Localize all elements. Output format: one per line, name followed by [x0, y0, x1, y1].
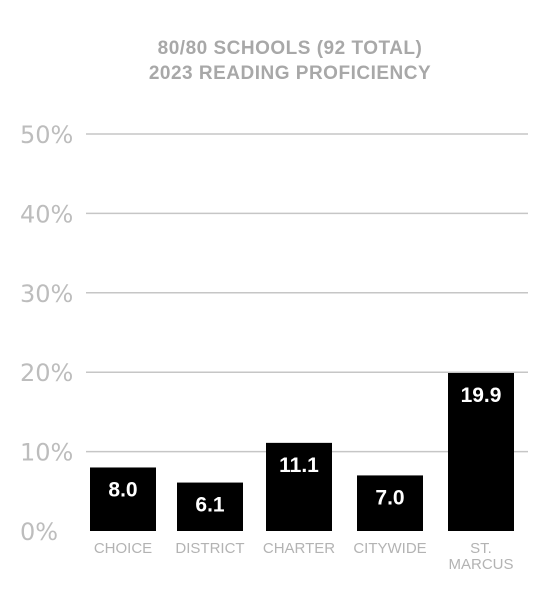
y-tick-label: 30%: [20, 280, 73, 308]
x-tick-label: CITYWIDE: [353, 540, 426, 557]
x-tick-label: CHOICE: [94, 540, 152, 557]
bar: [90, 467, 156, 531]
bar: [266, 442, 332, 531]
bar: [357, 475, 423, 531]
chart-title-line: 80/80 SCHOOLS (92 TOTAL): [158, 38, 423, 59]
x-tick-label: CHARTER: [263, 540, 335, 557]
x-tick-label: MARCUS: [448, 556, 513, 573]
bar: [448, 372, 514, 531]
bar-data-label: 6.1: [195, 494, 225, 517]
bar-data-label: 7.0: [375, 486, 404, 509]
bars: [90, 372, 514, 531]
x-axis-ticks: CHOICE DISTRICT CHARTER CITYWIDE ST.MARCUS: [94, 540, 514, 573]
y-tick-label: 40%: [20, 200, 73, 228]
y-axis-ticks: 0% 10% 20% 30% 40% 50%: [20, 121, 73, 546]
x-tick-label: ST.: [470, 540, 492, 557]
chart-title-line: 2023 READING PROFICIENCY: [149, 63, 431, 84]
bar-data-label: 8.0: [108, 478, 137, 501]
y-tick-label: 0%: [20, 518, 58, 546]
bar: [177, 482, 243, 531]
bar-data-label: 11.1: [279, 454, 319, 477]
x-tick-label: DISTRICT: [175, 540, 244, 557]
bar-data-labels: 8.0 6.1 11.1 7.0 19.9: [108, 384, 501, 517]
y-tick-label: 50%: [20, 121, 73, 149]
y-tick-label: 10%: [20, 439, 73, 467]
y-tick-label: 20%: [20, 359, 73, 387]
bar-data-label: 19.9: [461, 384, 502, 407]
chart-title: 80/80 SCHOOLS (92 TOTAL) 2023 READING PRO…: [149, 38, 431, 84]
